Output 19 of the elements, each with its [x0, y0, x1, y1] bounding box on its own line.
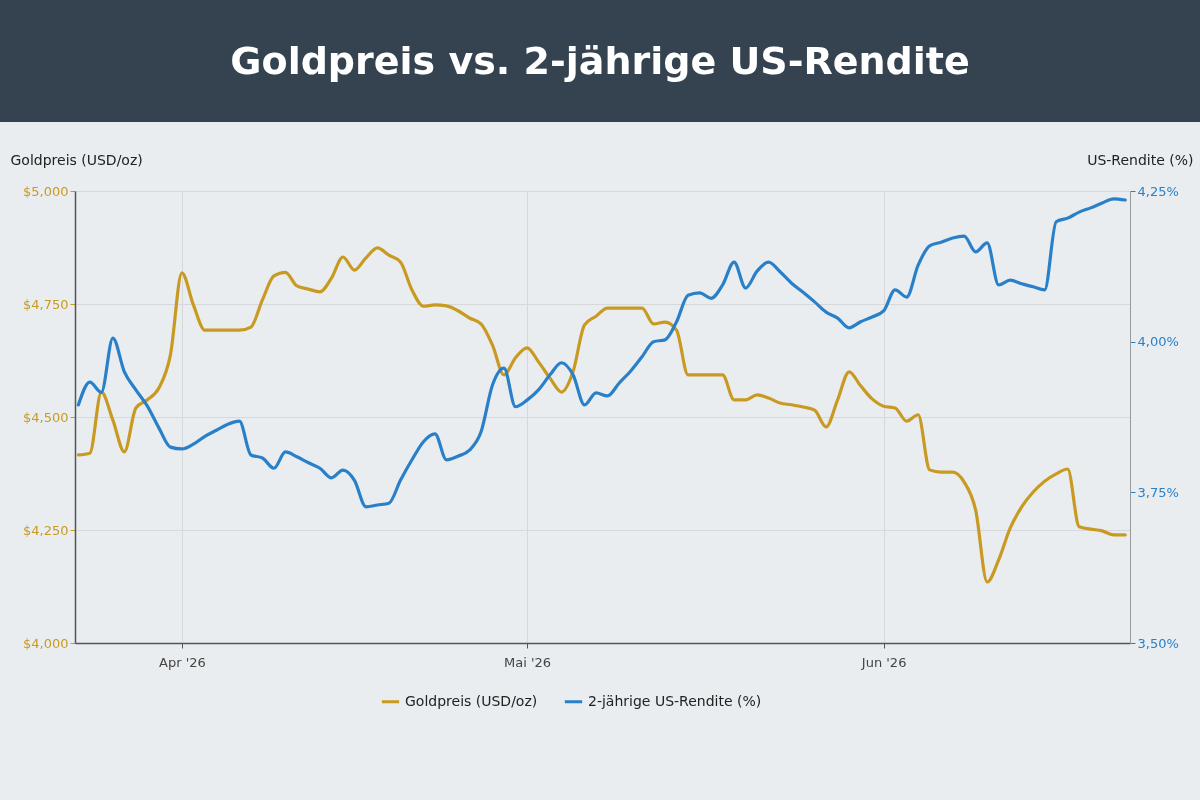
y-tick-label: $4,000: [23, 635, 69, 651]
y2-tick-label: 4,25%: [1137, 183, 1179, 199]
y-tick-label: $4,750: [23, 296, 69, 312]
chart-title: Goldpreis vs. 2-jährige US-Rendite: [0, 0, 1200, 122]
x-tick-label: Jun '26: [860, 654, 907, 670]
y2-tick-label: 3,50%: [1137, 635, 1179, 651]
y2-tick-label: 3,75%: [1137, 484, 1179, 500]
x-tick-label: Mai '26: [503, 654, 552, 670]
x-tick-label: Apr '26: [159, 654, 206, 670]
y2-axis-title: US-Rendite (%): [1087, 151, 1194, 168]
legend-label: 2-jährige US-Rendite (%): [588, 692, 762, 709]
y2-tick-label: 4,00%: [1137, 334, 1179, 350]
line-series: [76, 246, 1127, 584]
y-tick-label: $4,250: [23, 522, 69, 538]
legend-label: Goldpreis (USD/oz): [405, 692, 538, 709]
y-tick-label: $4,500: [23, 409, 69, 425]
line-series: [76, 197, 1127, 509]
y-tick-label: $5,000: [23, 183, 69, 199]
y-axis-title: Goldpreis (USD/oz): [10, 151, 143, 168]
